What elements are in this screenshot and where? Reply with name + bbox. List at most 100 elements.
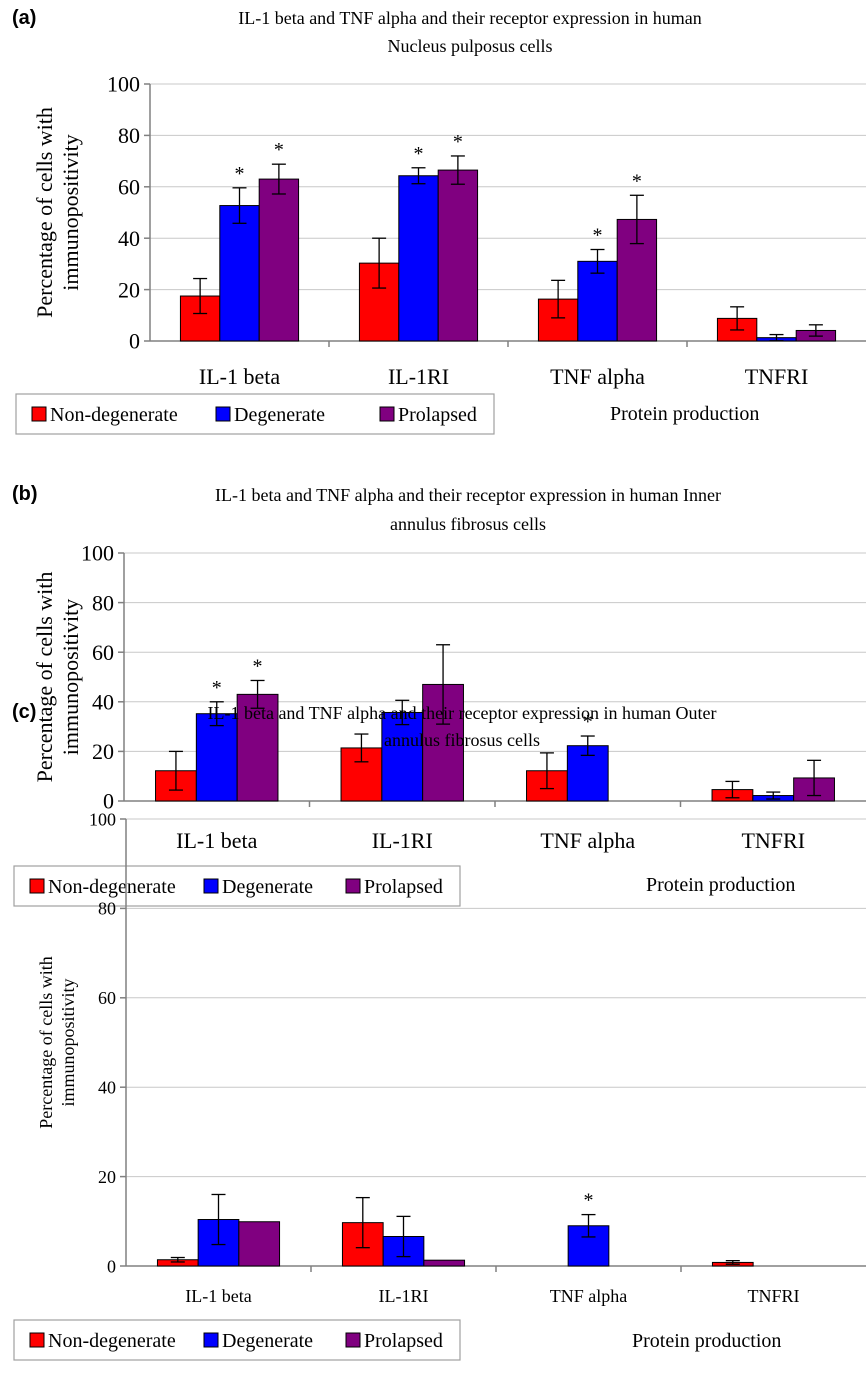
x-category-label: TNFRI xyxy=(741,828,805,853)
x-category-label: IL-1 beta xyxy=(185,1286,251,1306)
legend-swatch xyxy=(29,1332,45,1348)
bar-prolapsed-il-1-beta xyxy=(236,693,279,802)
chart-title-line: IL-1 beta and TNF alpha and their recept… xyxy=(215,485,721,505)
chart-panel-b: (b) IL-1 beta and TNF alpha and their rec… xyxy=(12,483,866,907)
error-bar xyxy=(730,306,745,331)
panel-label: (b) xyxy=(12,483,38,505)
x-category-label: TNF alpha xyxy=(550,364,645,389)
error-bar xyxy=(209,701,224,727)
x-category-label: TNF alpha xyxy=(550,1286,627,1306)
y-axis-label-line: Percentage of cells with xyxy=(36,956,56,1128)
significance-marker: * xyxy=(583,711,593,733)
error-bar xyxy=(232,187,247,224)
bar-prolapsed-il-1ri xyxy=(423,1259,466,1267)
error-bar xyxy=(436,644,451,725)
x-category-label: IL-1 beta xyxy=(176,828,257,853)
significance-marker: * xyxy=(453,131,463,153)
bar-prolapsed-il-1ri xyxy=(437,169,479,342)
legend-swatch xyxy=(215,406,231,422)
error-bar xyxy=(725,1259,740,1265)
legend-entry-label: Non-degenerate xyxy=(48,876,176,898)
error-bar xyxy=(590,248,605,274)
y-tick-label: 100 xyxy=(89,809,116,829)
chart-panel-c: (c) IL-1 beta and TNF alpha and their rec… xyxy=(12,701,866,1361)
y-tick-label: 60 xyxy=(118,175,140,200)
y-tick-label: 40 xyxy=(118,226,140,251)
error-bar xyxy=(581,1213,596,1238)
chart-title-line: annulus fibrosus cells xyxy=(390,514,546,534)
bar-degenerate-il-1ri xyxy=(398,175,439,342)
y-tick-label: 60 xyxy=(98,988,116,1008)
error-bar xyxy=(807,759,822,797)
x-category-label: IL-1RI xyxy=(388,364,449,389)
significance-marker: * xyxy=(235,163,245,185)
significance-marker: * xyxy=(414,143,424,165)
x-axis-label: Protein production xyxy=(610,403,759,425)
legend-entry-label: Degenerate xyxy=(222,876,313,898)
error-bar xyxy=(271,163,286,195)
y-axis-label-line: Percentage of cells with xyxy=(32,107,57,318)
y-tick-label: 0 xyxy=(107,1256,116,1276)
error-bar xyxy=(396,1215,411,1258)
legend-entry-label: Prolapsed xyxy=(364,1330,443,1352)
y-tick-label: 0 xyxy=(129,329,140,354)
significance-marker: * xyxy=(212,677,222,699)
legend-swatch xyxy=(345,1332,361,1348)
error-bar xyxy=(450,155,465,185)
bar-degenerate-il-1-beta xyxy=(195,713,238,802)
error-bar xyxy=(354,733,369,763)
y-tick-label: 20 xyxy=(118,277,140,302)
y-tick-label: 100 xyxy=(107,72,140,97)
x-axis-label: Protein production xyxy=(646,874,795,896)
panel-label: (a) xyxy=(12,7,36,29)
legend-swatch xyxy=(345,878,361,894)
legend-entry-label: Degenerate xyxy=(222,1330,313,1352)
x-category-label: TNF alpha xyxy=(540,828,635,853)
y-tick-label: 40 xyxy=(92,690,114,715)
error-bar xyxy=(250,679,265,709)
legend: Non-degenerate Degenerate Prolapsed xyxy=(15,393,495,435)
significance-marker: * xyxy=(274,139,284,161)
legend-entry-label: Prolapsed xyxy=(398,404,477,426)
chart-title-line: Nucleus pulposus cells xyxy=(388,36,553,56)
y-tick-label: 40 xyxy=(98,1078,116,1098)
legend-entry-label: Non-degenerate xyxy=(50,404,178,426)
x-axis-label: Protein production xyxy=(632,1330,781,1352)
error-bar xyxy=(769,333,784,342)
legend-swatch xyxy=(379,406,395,422)
y-tick-label: 20 xyxy=(98,1167,116,1187)
chart-title-line: IL-1 beta and TNF alpha and their recept… xyxy=(207,703,716,723)
error-bar xyxy=(170,1256,185,1263)
error-bar xyxy=(539,752,554,790)
legend-entry-label: Degenerate xyxy=(234,404,325,426)
error-bar xyxy=(168,750,183,791)
y-tick-label: 80 xyxy=(92,590,114,615)
y-axis-label-line: immunopositivity xyxy=(58,134,83,290)
x-category-label: IL-1RI xyxy=(372,828,433,853)
bar-degenerate-il-1-beta xyxy=(219,205,260,342)
y-tick-label: 80 xyxy=(98,899,116,919)
legend-entry-label: Prolapsed xyxy=(364,876,443,898)
y-axis-label-line: immunopositivity xyxy=(58,599,83,755)
error-bar xyxy=(193,277,208,315)
legend: Non-degenerate Degenerate Prolapsed xyxy=(13,865,461,907)
error-bar xyxy=(372,237,387,289)
y-tick-label: 100 xyxy=(81,541,114,566)
y-axis-label-line: Percentage of cells with xyxy=(32,572,57,783)
legend-swatch xyxy=(29,878,45,894)
legend-swatch xyxy=(203,1332,219,1348)
error-bar xyxy=(629,194,644,245)
chart-title-line: IL-1 beta and TNF alpha and their recept… xyxy=(238,8,702,28)
chart-title-line: annulus fibrosus cells xyxy=(384,730,540,750)
bar-degenerate-il-1ri xyxy=(381,711,424,802)
bar-prolapsed-il-1-beta xyxy=(258,178,300,342)
error-bar xyxy=(580,735,595,757)
significance-marker: * xyxy=(593,225,603,247)
error-bar xyxy=(766,791,781,800)
error-bar xyxy=(211,1193,226,1246)
legend: Non-degenerate Degenerate Prolapsed xyxy=(13,1319,461,1361)
y-tick-label: 60 xyxy=(92,640,114,665)
significance-marker: * xyxy=(584,1190,594,1212)
bar-prolapsed-il-1-beta xyxy=(238,1221,281,1267)
